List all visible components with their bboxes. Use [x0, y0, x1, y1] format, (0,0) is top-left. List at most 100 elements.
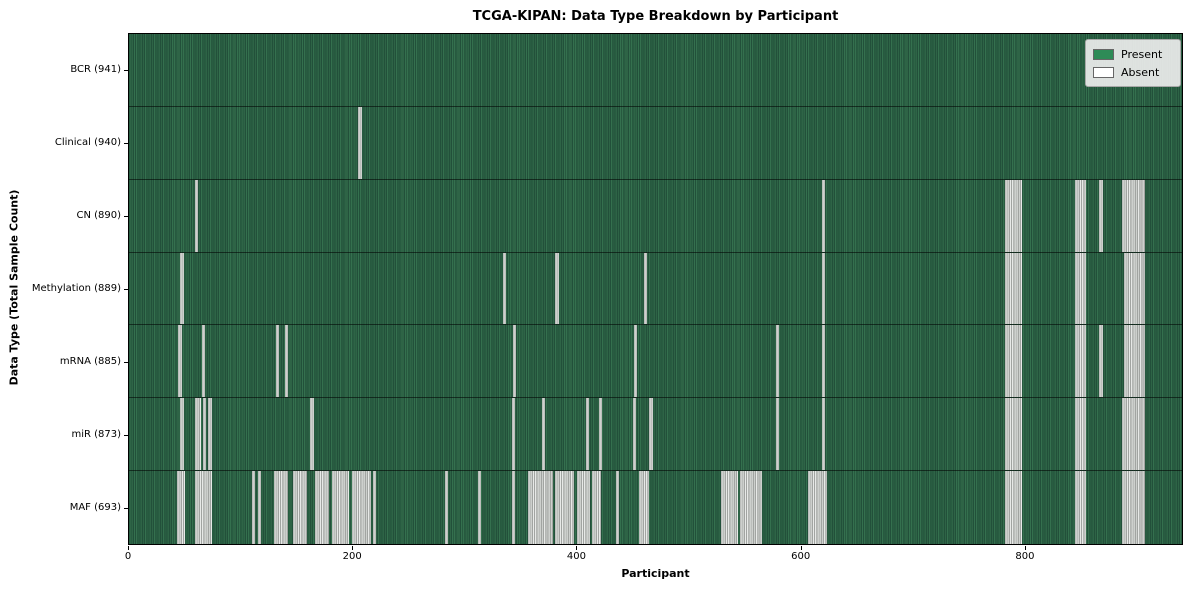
- absent-stripe: [1074, 252, 1086, 325]
- x-tick-label: 600: [791, 551, 811, 562]
- plot-area: [128, 33, 1183, 545]
- absent-stripe: [195, 179, 199, 252]
- row-mrna: [129, 325, 1182, 399]
- absent-stripe: [1074, 325, 1086, 398]
- legend-item-present: Present: [1093, 45, 1172, 63]
- y-tick-mark: [124, 215, 128, 217]
- absent-stripe: [511, 398, 516, 471]
- row-maf: [129, 471, 1182, 544]
- absent-stripe: [1123, 325, 1146, 398]
- absent-stripe: [284, 325, 288, 398]
- absent-stripe: [195, 471, 212, 544]
- absent-stripe: [739, 471, 763, 544]
- x-tick-mark: [576, 546, 578, 550]
- x-tick-mark: [128, 546, 129, 550]
- absent-stripe: [1005, 252, 1022, 325]
- absent-stripe: [180, 398, 184, 471]
- y-tick-label: BCR (941): [70, 63, 121, 75]
- absent-stripe: [1121, 398, 1146, 471]
- absent-stripe: [821, 325, 826, 398]
- absent-stripe: [180, 252, 184, 325]
- absent-stripe: [177, 471, 185, 544]
- y-tick-label: Methylation (889): [31, 283, 121, 294]
- absent-stripe: [632, 398, 636, 471]
- absent-stripe: [202, 398, 207, 471]
- absent-stripe: [502, 252, 507, 325]
- absent-stripe: [1005, 325, 1022, 398]
- absent-stripe: [358, 106, 362, 179]
- absent-stripe: [1099, 179, 1103, 252]
- absent-stripe: [555, 471, 575, 544]
- legend: Present Absent: [1085, 39, 1181, 87]
- absent-stripe: [178, 325, 182, 398]
- absent-stripe: [511, 471, 516, 544]
- absent-stripe: [639, 471, 650, 544]
- legend-label-absent: Absent: [1121, 65, 1160, 79]
- absent-stripe: [1074, 471, 1086, 544]
- absent-stripe: [643, 252, 648, 325]
- absent-stripe: [274, 471, 288, 544]
- absent-stripe: [310, 398, 314, 471]
- absent-stripe: [478, 471, 482, 544]
- present-swatch-icon: [1093, 48, 1114, 60]
- x-tick-mark: [352, 546, 354, 550]
- absent-swatch-icon: [1093, 66, 1114, 78]
- row-cn: [129, 179, 1182, 253]
- absent-stripe: [585, 398, 589, 471]
- absent-stripe: [633, 325, 638, 398]
- y-tick-mark: [124, 69, 128, 71]
- absent-stripe: [444, 471, 448, 544]
- absent-stripe: [1123, 252, 1146, 325]
- absent-stripe: [528, 471, 554, 544]
- x-tick-label: 200: [342, 551, 362, 562]
- absent-stripe: [821, 179, 826, 252]
- absent-stripe: [1005, 471, 1022, 544]
- absent-stripe: [775, 325, 780, 398]
- legend-label-present: Present: [1121, 47, 1163, 61]
- absent-stripe: [372, 471, 377, 544]
- row-bcr: [129, 34, 1182, 107]
- y-tick-mark: [124, 435, 128, 437]
- x-tick-mark: [1024, 546, 1026, 550]
- absent-stripe: [314, 471, 330, 544]
- absent-stripe: [1074, 398, 1086, 471]
- absent-stripe: [257, 471, 262, 544]
- x-axis-label: Participant: [621, 567, 690, 580]
- absent-stripe: [598, 398, 603, 471]
- y-tick-label: mRNA (885): [59, 356, 121, 368]
- absent-stripe: [252, 471, 256, 544]
- row-clinical: [129, 106, 1182, 180]
- absent-stripe: [720, 471, 738, 544]
- absent-stripe: [821, 252, 826, 325]
- absent-stripe: [331, 471, 350, 544]
- absent-stripe: [592, 471, 602, 544]
- y-tick-mark: [124, 508, 128, 510]
- y-tick-mark: [124, 142, 128, 144]
- absent-stripe: [808, 471, 828, 544]
- x-tick-label: 800: [1015, 551, 1035, 562]
- row-methylation: [129, 252, 1182, 326]
- absent-stripe: [1099, 325, 1103, 398]
- absent-stripe: [195, 398, 201, 471]
- absent-stripe: [1005, 398, 1022, 471]
- absent-stripe: [775, 398, 780, 471]
- y-tick-label: CN (890): [76, 209, 121, 221]
- absent-stripe: [649, 398, 653, 471]
- absent-stripe: [615, 471, 620, 544]
- row-mir: [129, 398, 1182, 472]
- absent-stripe: [1121, 179, 1146, 252]
- x-tick-mark: [800, 546, 802, 550]
- x-tick-label: 0: [124, 551, 132, 562]
- absent-stripe: [1074, 179, 1086, 252]
- y-tick-label: Clinical (940): [54, 136, 121, 148]
- x-tick-label: 400: [566, 551, 586, 562]
- y-tick-mark: [124, 289, 128, 290]
- absent-stripe: [293, 471, 307, 544]
- absent-stripe: [208, 398, 212, 471]
- absent-stripe: [1121, 471, 1146, 544]
- absent-stripe: [201, 325, 206, 398]
- absent-stripe: [821, 398, 826, 471]
- y-tick-label: miR (873): [71, 429, 121, 441]
- absent-stripe: [512, 325, 517, 398]
